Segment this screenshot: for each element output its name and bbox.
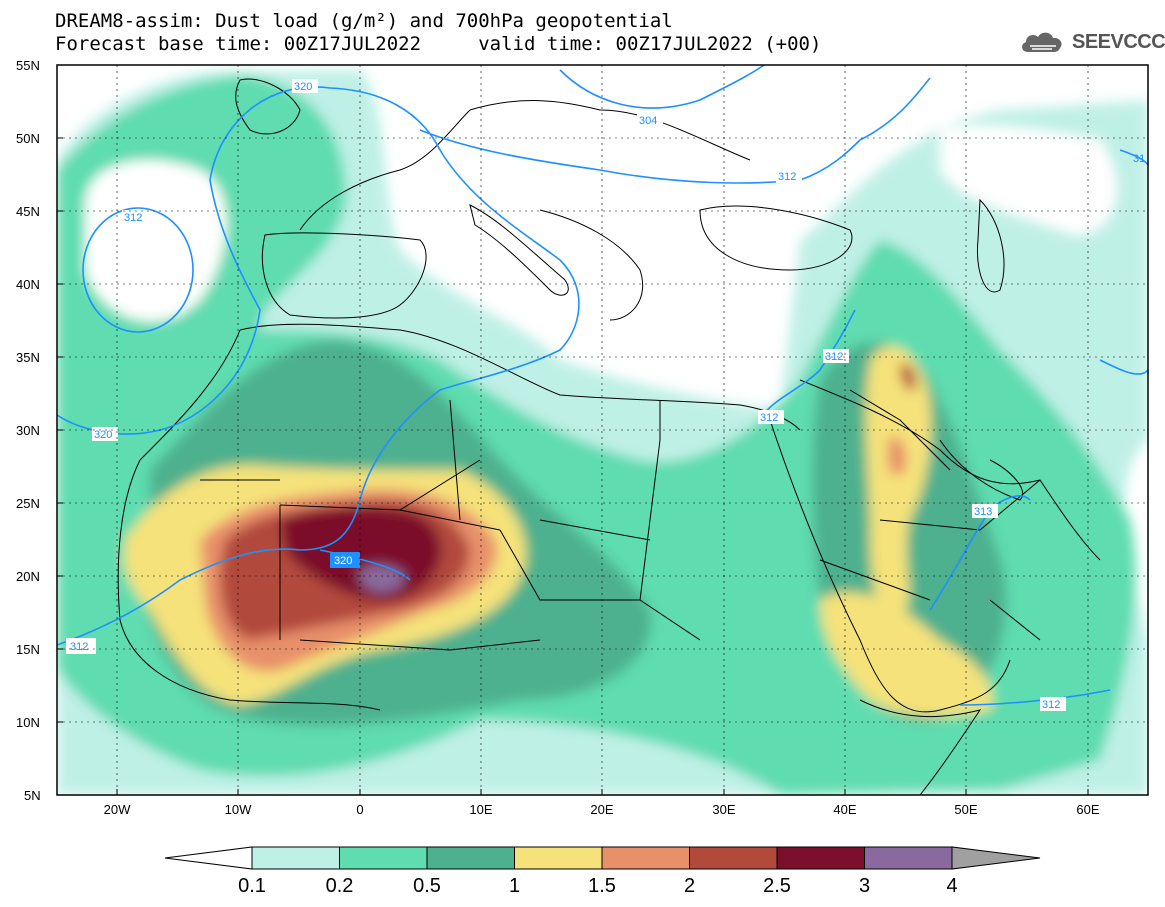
lat-label: 20N [16,569,40,584]
colorbar-swatch [776,846,865,870]
lat-label: 30N [16,423,40,438]
map-subtitle: Forecast base time: 00Z17JUL2022 valid t… [55,33,822,55]
contour-label: 312 [778,171,796,183]
colorbar-swatch [339,846,428,870]
longitude-labels: 20W 10W 0 10E 20E 30E 40E 50E 60E [104,802,1100,817]
lon-label: 50E [954,802,977,817]
lat-label: 25N [16,496,40,511]
colorbar-label: 3 [859,875,870,897]
colorbar-swatch [864,846,953,870]
contour-label: 312 [825,351,843,363]
contour-label: 304 [639,115,657,127]
colorbar: 0.1 0.2 0.5 1 1.5 2 2.5 3 4 [164,846,1041,897]
contour-labels: 320 304 312 312 312 320 312 312 313 320 … [66,79,1145,711]
lat-label: 55N [16,58,40,73]
graticule [57,65,1148,795]
lat-label: 35N [16,350,40,365]
colorbar-under-triangle [164,846,253,870]
contour-label: 320 [334,555,352,567]
contour-label: 312 [760,412,778,424]
lon-label: 30E [712,802,735,817]
contour-label: 312 [70,641,88,653]
dust-field [57,70,1148,795]
contour-label: 312 [1042,699,1060,711]
seevccc-logo: SEEVCCC [1018,28,1165,56]
colorbar-label: 0.1 [238,875,266,897]
colorbar-swatch [251,846,340,870]
contour-label: 320 [294,81,312,93]
lon-label: 20W [104,802,131,817]
contour-label: 31 [1133,153,1145,165]
colorbar-swatch [514,846,603,870]
contour-label: 313 [974,506,992,518]
lon-label: 20E [590,802,613,817]
colorbar-over-triangle [951,846,1041,870]
colorbar-label: 1 [509,875,520,897]
lat-label: 15N [16,642,40,657]
lat-label: 40N [16,277,40,292]
lat-label: 10N [16,715,40,730]
lon-label: 40E [833,802,856,817]
colorbar-swatch [426,846,515,870]
contour-label: 320 [94,429,112,441]
lat-label: 45N [16,204,40,219]
colorbar-label: 2 [684,875,695,897]
lon-label: 10E [469,802,492,817]
map-title: DREAM8-assim: Dust load (g/m²) and 700hP… [55,10,673,32]
colorbar-label: 2.5 [763,875,791,897]
lon-label: 10W [225,802,252,817]
colorbar-label: 1.5 [588,875,616,897]
lat-label: 50N [16,131,40,146]
colorbar-label: 4 [946,875,957,897]
lon-label: 60E [1076,802,1099,817]
colorbar-label: 0.2 [326,875,354,897]
tick-marks [57,64,1089,796]
lon-label: 0 [356,802,363,817]
cloud-icon [1022,32,1062,52]
logo-text: SEEVCCC [1072,30,1165,53]
colorbar-swatch [601,846,690,870]
coastlines [117,78,1101,795]
contour-label: 312 [124,212,142,224]
lat-label: 5N [24,788,41,803]
geopotential-contours [57,65,1148,706]
colorbar-swatch [689,846,778,870]
colorbar-label: 0.5 [413,875,441,897]
latitude-labels: 55N 50N 45N 40N 35N 30N 25N 20N 15N 10N … [16,58,41,803]
